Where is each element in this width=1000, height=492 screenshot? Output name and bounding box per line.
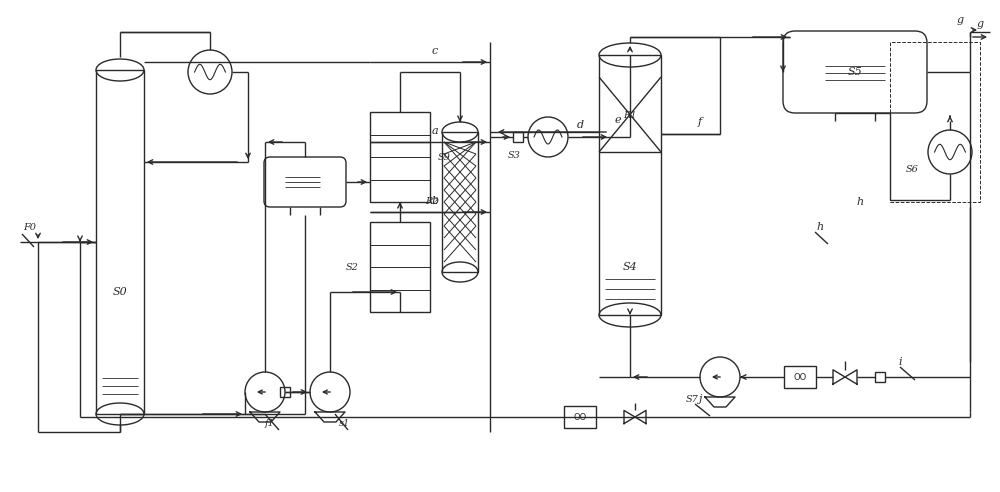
Text: R1: R1 bbox=[623, 111, 637, 120]
Text: j: j bbox=[698, 394, 702, 404]
Text: i: i bbox=[898, 357, 902, 367]
Text: a: a bbox=[432, 126, 438, 136]
Text: S7: S7 bbox=[686, 395, 698, 403]
Bar bbox=[370, 112, 430, 202]
Text: F0: F0 bbox=[24, 223, 36, 233]
Bar bbox=[599, 55, 661, 315]
Text: e: e bbox=[615, 115, 621, 125]
Text: OO: OO bbox=[793, 372, 807, 381]
Bar bbox=[280, 387, 290, 397]
Bar bbox=[784, 366, 816, 388]
Text: S2: S2 bbox=[346, 263, 358, 272]
Bar bbox=[513, 132, 523, 142]
Text: S4: S4 bbox=[623, 262, 637, 272]
Bar bbox=[442, 132, 478, 272]
Text: g: g bbox=[976, 19, 984, 29]
Text: S9: S9 bbox=[438, 153, 450, 161]
Text: h: h bbox=[856, 197, 864, 207]
Bar bbox=[890, 42, 980, 202]
Text: d: d bbox=[576, 120, 584, 130]
Text: S5: S5 bbox=[848, 67, 862, 77]
Text: S0: S0 bbox=[113, 287, 127, 297]
Text: OO: OO bbox=[573, 412, 587, 422]
Text: b: b bbox=[431, 196, 439, 206]
Text: S6: S6 bbox=[906, 165, 918, 175]
Text: f1: f1 bbox=[265, 420, 275, 429]
Text: f: f bbox=[698, 117, 702, 127]
Text: c: c bbox=[432, 46, 438, 56]
Bar bbox=[370, 222, 430, 312]
Text: R2: R2 bbox=[425, 197, 439, 207]
Text: S3: S3 bbox=[508, 151, 520, 159]
Text: g: g bbox=[956, 15, 964, 25]
Text: h: h bbox=[816, 222, 824, 232]
Bar bbox=[564, 406, 596, 428]
Bar bbox=[875, 372, 885, 382]
Bar bbox=[96, 70, 144, 414]
Text: s1: s1 bbox=[339, 420, 351, 429]
